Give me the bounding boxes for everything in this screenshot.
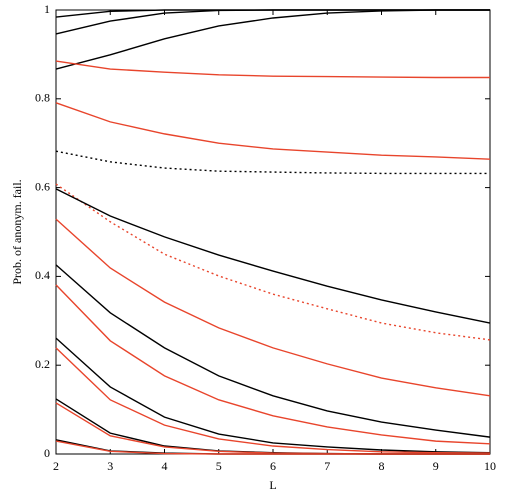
series-line [55,440,490,455]
series-line [55,183,491,341]
series-line [55,337,491,454]
x-tick-label: 6 [270,459,276,473]
series-line [55,150,490,175]
x-tick-label: 9 [433,459,439,473]
x-tick-label: 2 [53,459,59,473]
series-line [55,347,491,454]
series-line [55,284,491,445]
x-tick-label: 4 [162,459,168,473]
y-axis-label: Prob. of anonym. fail. [10,179,24,284]
series-line [55,188,491,324]
y-tick-label: 0 [44,446,50,460]
y-tick-label: 1 [44,2,50,16]
x-tick-label: 8 [379,459,385,473]
x-axis-label: L [269,478,276,492]
y-tick-label: 0.8 [35,91,50,105]
y-tick-label: 0.6 [35,179,50,193]
x-tick-label: 5 [216,459,222,473]
series-line [55,218,491,397]
x-tick-label: 3 [107,459,113,473]
series-line [55,60,490,79]
y-tick-label: 0.4 [35,268,50,282]
x-tick-label: 7 [324,459,330,473]
y-tick-label: 0.2 [35,357,50,371]
series-line [55,264,491,438]
series-line [55,9,490,70]
series-line [55,102,491,160]
x-tick-label: 10 [484,459,496,473]
